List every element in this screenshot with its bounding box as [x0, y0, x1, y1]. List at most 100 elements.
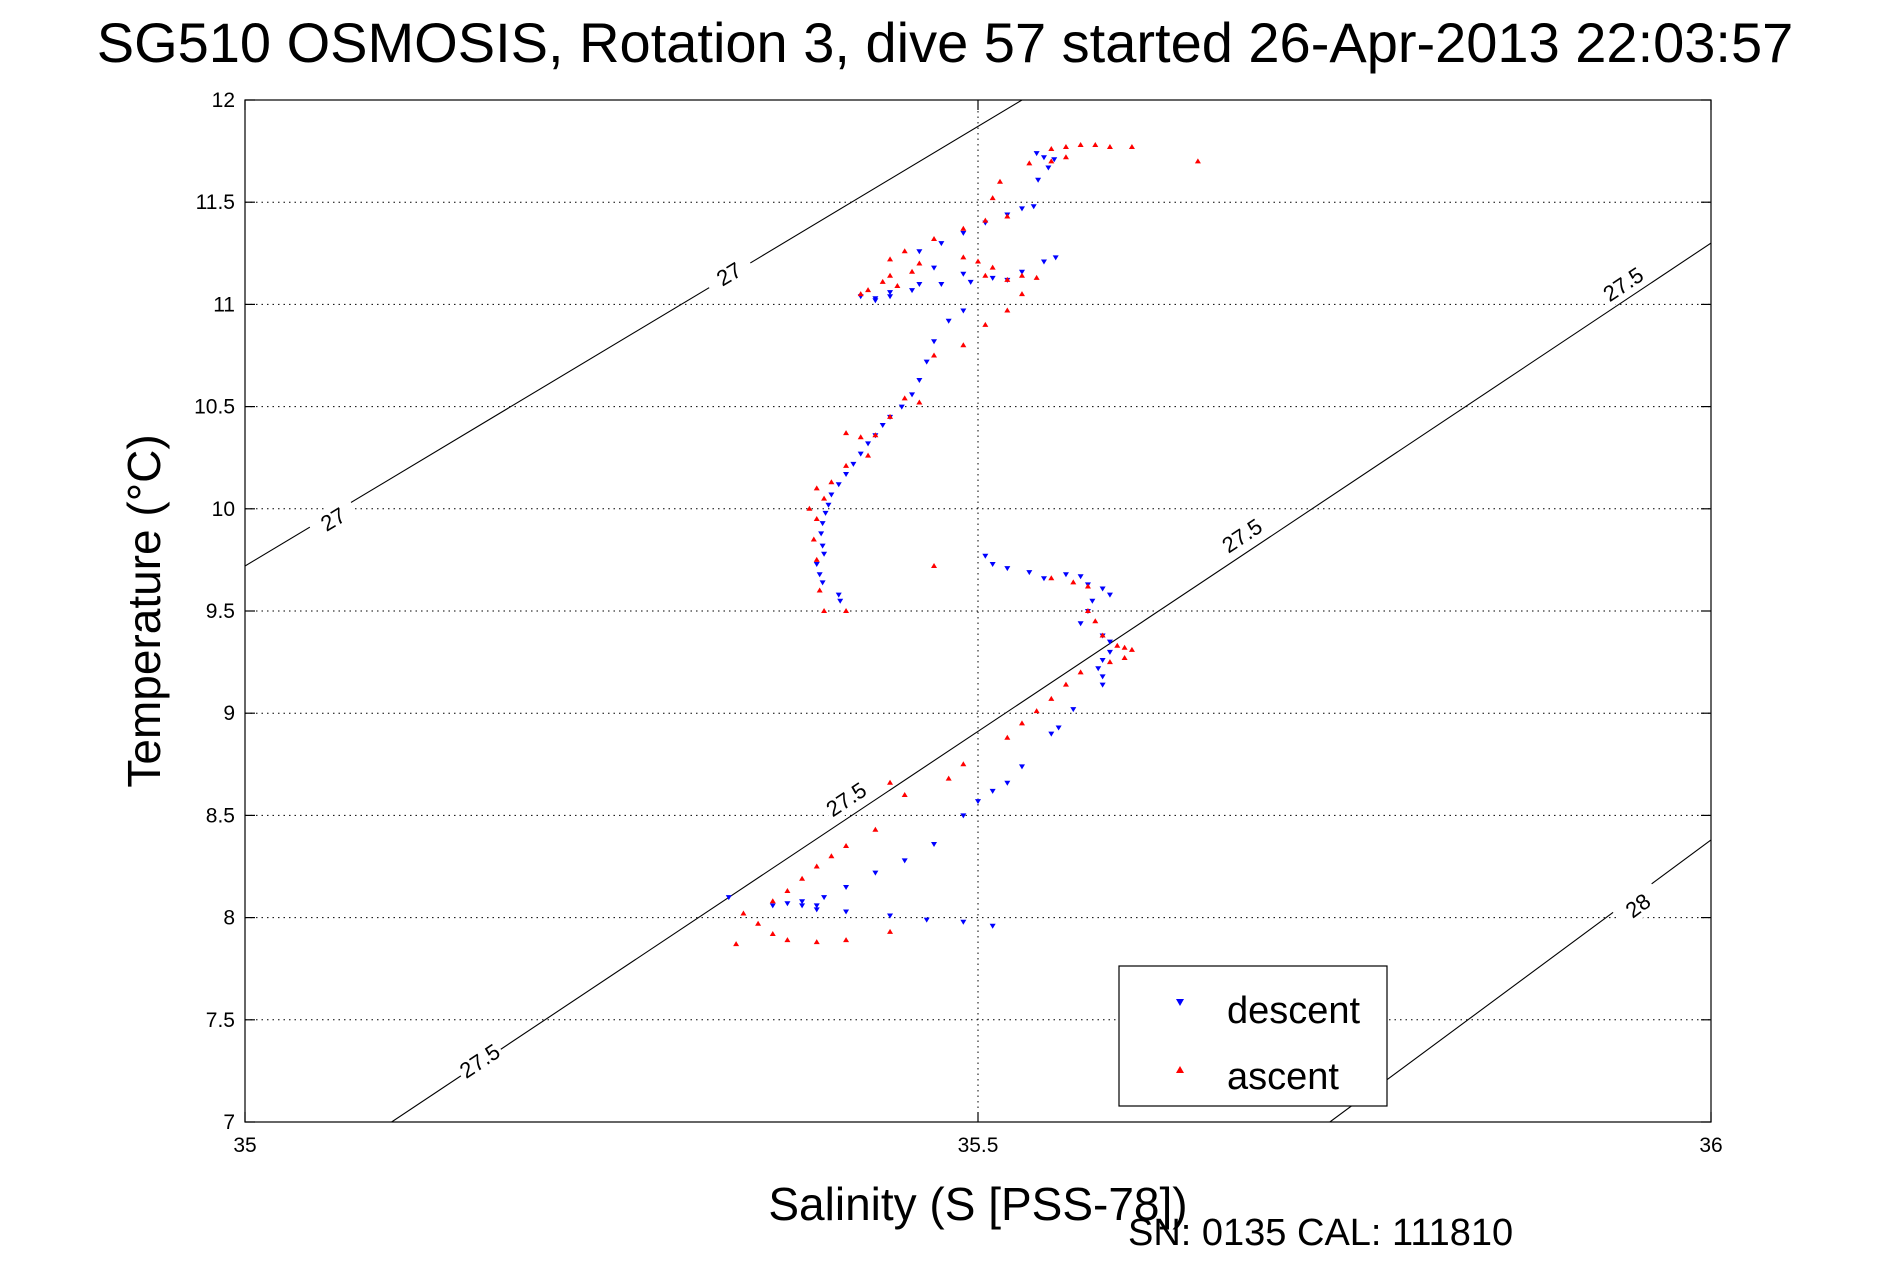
ascent-point: [1033, 274, 1040, 280]
descent-point: [960, 813, 967, 819]
ascent-point: [813, 939, 820, 945]
ascent-point: [813, 863, 820, 869]
x-tick-label: 36: [1699, 1134, 1722, 1157]
descent-point: [1070, 707, 1077, 713]
descent-point: [989, 561, 996, 567]
ascent-point: [945, 775, 952, 781]
descent-point: [1030, 204, 1037, 210]
descent-point: [945, 318, 952, 324]
legend-descent-marker: [1176, 999, 1184, 1006]
ascent-point: [989, 195, 996, 201]
descent-point: [1095, 666, 1102, 672]
descent-point: [909, 392, 916, 398]
descent-point: [916, 281, 923, 287]
ascent-point: [916, 260, 923, 266]
y-tick-label: 10: [212, 498, 235, 521]
ascent-point: [1077, 141, 1084, 147]
descent-point: [835, 592, 842, 598]
descent-point: [819, 580, 826, 586]
descent-point: [813, 907, 820, 913]
legend-descent-label: descent: [1227, 990, 1361, 1032]
ascent-point: [1194, 158, 1201, 164]
ascent-point: [872, 826, 879, 832]
ascent-point: [828, 479, 835, 485]
density-contour-27: [245, 100, 1023, 567]
descent-point: [799, 899, 806, 905]
descent-point: [819, 521, 826, 527]
legend-ascent-marker: [1176, 1066, 1184, 1073]
y-tick-label: 11: [213, 293, 235, 316]
y-tick-label: 10.5: [194, 396, 235, 419]
descent-point: [916, 378, 923, 384]
descent-point: [989, 923, 996, 929]
ascent-point: [879, 278, 886, 284]
ascent-point: [1128, 144, 1135, 150]
descent-point: [1062, 572, 1069, 578]
contour-label-bg: [305, 495, 361, 543]
ascent-point: [1062, 681, 1069, 687]
density-contour-27.5: [391, 242, 1711, 1122]
ascent-point: [909, 268, 916, 274]
serial-calibration-text: SN: 0135 CAL: 111810: [1128, 1212, 1513, 1254]
contour-label-bg: [1214, 511, 1270, 560]
ascent-point: [931, 352, 938, 358]
descent-point: [931, 842, 938, 848]
descent-point: [879, 422, 886, 428]
ascent-point: [887, 272, 894, 278]
descent-point: [1040, 155, 1047, 161]
ascent-point: [982, 272, 989, 278]
ascent-point: [931, 563, 938, 569]
contour-label-bg: [1610, 880, 1665, 931]
ascent-point: [916, 399, 923, 405]
contour-label-bg: [701, 250, 757, 298]
ascent-point: [769, 898, 776, 904]
descent-point: [821, 551, 828, 557]
contour-label-bg: [452, 1036, 507, 1085]
contour-label-bg: [818, 774, 874, 824]
ascent-point: [1004, 734, 1011, 740]
ascent-point: [887, 928, 894, 934]
ascent-point: [1114, 642, 1121, 648]
legend-ascent-label: ascent: [1227, 1056, 1339, 1098]
ascent-point: [799, 875, 806, 881]
descent-point: [1018, 764, 1025, 770]
y-tick-label: 8: [223, 907, 235, 930]
ascent-point: [740, 910, 747, 916]
ascent-point: [1018, 720, 1025, 726]
ascent-point: [1092, 141, 1099, 147]
ascent-point: [1048, 695, 1055, 701]
ascent-point: [960, 761, 967, 767]
ascent-point: [769, 930, 776, 936]
ascent-point: [1004, 307, 1011, 313]
descent-point: [784, 901, 791, 907]
data-points: [725, 141, 1201, 947]
ascent-point: [865, 287, 872, 293]
ascent-point: [857, 291, 864, 297]
ascent-point: [1084, 583, 1091, 589]
ascent-point: [1018, 272, 1025, 278]
descent-point: [818, 531, 825, 537]
descent-point: [725, 895, 732, 901]
descent-point: [960, 308, 967, 314]
ascent-point: [843, 608, 850, 613]
ascent-point: [1084, 608, 1091, 613]
ascent-point: [894, 283, 901, 289]
ascent-point: [843, 843, 850, 849]
ascent-point: [828, 853, 835, 859]
ascent-point: [996, 178, 1003, 184]
descent-point: [769, 903, 776, 909]
ascent-point: [1121, 644, 1128, 650]
descent-point: [901, 858, 908, 864]
descent-point: [931, 265, 938, 271]
contour-label-bg: [1595, 259, 1651, 309]
descent-point: [1106, 639, 1113, 645]
descent-point: [816, 572, 823, 578]
descent-point: [1099, 674, 1106, 680]
ascent-point: [1099, 632, 1106, 638]
descent-point: [1051, 157, 1058, 163]
x-axis-label: Salinity (S [PSS-78]): [768, 1178, 1187, 1230]
ascent-point: [901, 395, 908, 401]
ascent-point: [1092, 618, 1099, 624]
descent-point: [825, 502, 832, 508]
